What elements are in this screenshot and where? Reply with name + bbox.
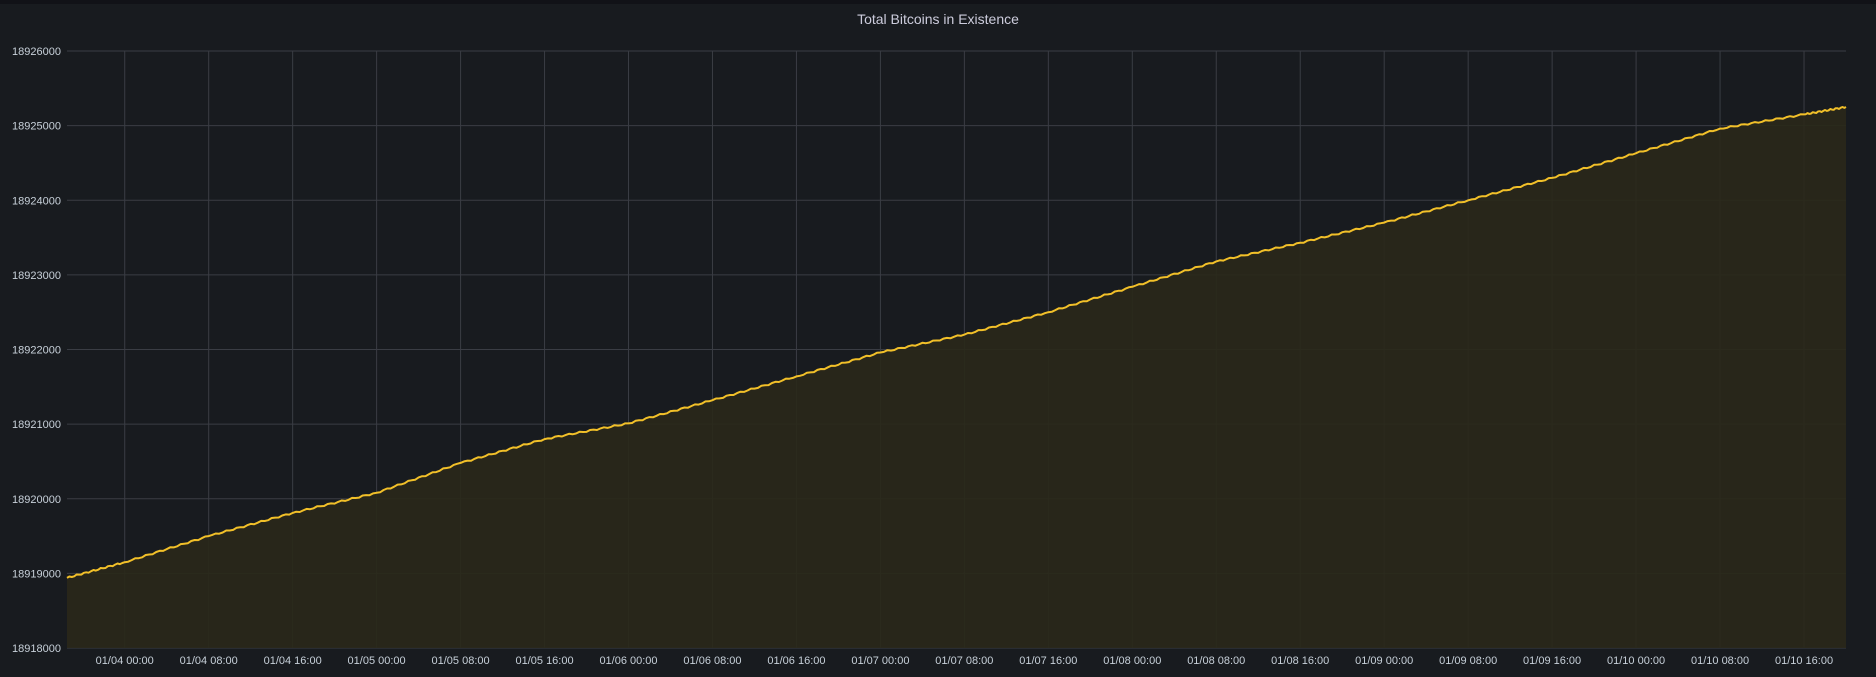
- x-tick-label: 01/06 16:00: [767, 655, 825, 667]
- x-tick-label: 01/04 00:00: [96, 655, 154, 667]
- x-tick-label: 01/07 08:00: [935, 655, 993, 667]
- y-tick-label: 18925000: [12, 121, 61, 133]
- x-tick-label: 01/04 16:00: [264, 655, 322, 667]
- x-tick-label: 01/07 16:00: [1019, 655, 1077, 667]
- x-tick-label: 01/05 00:00: [348, 655, 406, 667]
- y-tick-label: 18921000: [12, 419, 61, 431]
- x-tick-label: 01/09 16:00: [1523, 655, 1581, 667]
- chart-title: Total Bitcoins in Existence: [857, 11, 1019, 27]
- dashboard-top-strip: [0, 0, 1876, 4]
- x-tick-label: 01/08 08:00: [1187, 655, 1245, 667]
- x-tick-label: 01/09 00:00: [1355, 655, 1413, 667]
- x-axis-ticks: 01/04 00:00 01/04 08:00 01/04 16:00 01/05 0…: [96, 655, 1833, 667]
- x-tick-label: 01/07 00:00: [851, 655, 909, 667]
- x-tick-label: 01/09 08:00: [1439, 655, 1497, 667]
- y-tick-label: 18919000: [12, 568, 61, 580]
- y-tick-label: 18926000: [12, 46, 61, 58]
- series-area-fill: [67, 107, 1846, 648]
- x-tick-label: 01/05 08:00: [432, 655, 490, 667]
- x-tick-label: 01/08 00:00: [1103, 655, 1161, 667]
- y-axis-ticks: 18918000 18919000 18920000 18921000 18922000…: [12, 46, 61, 655]
- y-tick-label: 18924000: [12, 195, 61, 207]
- x-tick-label: 01/10 08:00: [1691, 655, 1749, 667]
- x-tick-label: 01/06 00:00: [599, 655, 657, 667]
- series-line: [66, 106, 1847, 579]
- y-tick-label: 18923000: [12, 270, 61, 282]
- y-tick-label: 18918000: [12, 643, 61, 655]
- y-tick-label: 18922000: [12, 345, 61, 357]
- x-tick-label: 01/10 16:00: [1775, 655, 1833, 667]
- x-tick-label: 01/05 16:00: [515, 655, 573, 667]
- x-tick-label: 01/06 08:00: [683, 655, 741, 667]
- area-series: [66, 106, 1847, 648]
- x-tick-label: 01/08 16:00: [1271, 655, 1329, 667]
- x-tick-label: 01/10 00:00: [1607, 655, 1665, 667]
- y-tick-label: 18920000: [12, 494, 61, 506]
- x-tick-label: 01/04 08:00: [180, 655, 238, 667]
